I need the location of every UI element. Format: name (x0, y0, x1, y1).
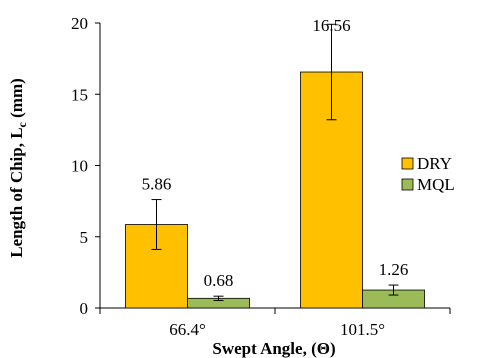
data-label: 16.56 (312, 16, 350, 35)
data-label: 1.26 (379, 260, 409, 279)
plot-area: 0 5 10 15 20 66.4° 5.86 0.68 101.5° 16.56 1.26 (71, 14, 451, 339)
x-tick-label: 66.4° (169, 320, 206, 339)
legend-label-dry: DRY (417, 154, 452, 173)
y-tick-label: 15 (71, 85, 88, 104)
y-axis-title: Length of Chip, Lc (mm) (7, 78, 29, 258)
data-label: 0.68 (204, 271, 234, 290)
legend-swatch-mql (401, 178, 414, 191)
legend-label-mql: MQL (417, 175, 455, 194)
y-tick-label: 20 (71, 14, 88, 33)
y-tick-label: 0 (80, 299, 89, 318)
y-tick-label: 5 (80, 228, 89, 247)
legend: DRY MQL (401, 154, 455, 194)
legend-swatch-dry (401, 157, 414, 170)
x-tick-label: 101.5° (340, 320, 385, 339)
y-tick-label: 10 (71, 157, 88, 176)
data-label: 5.86 (142, 175, 172, 194)
x-axis-title: Swept Angle, (Θ) (212, 339, 335, 358)
